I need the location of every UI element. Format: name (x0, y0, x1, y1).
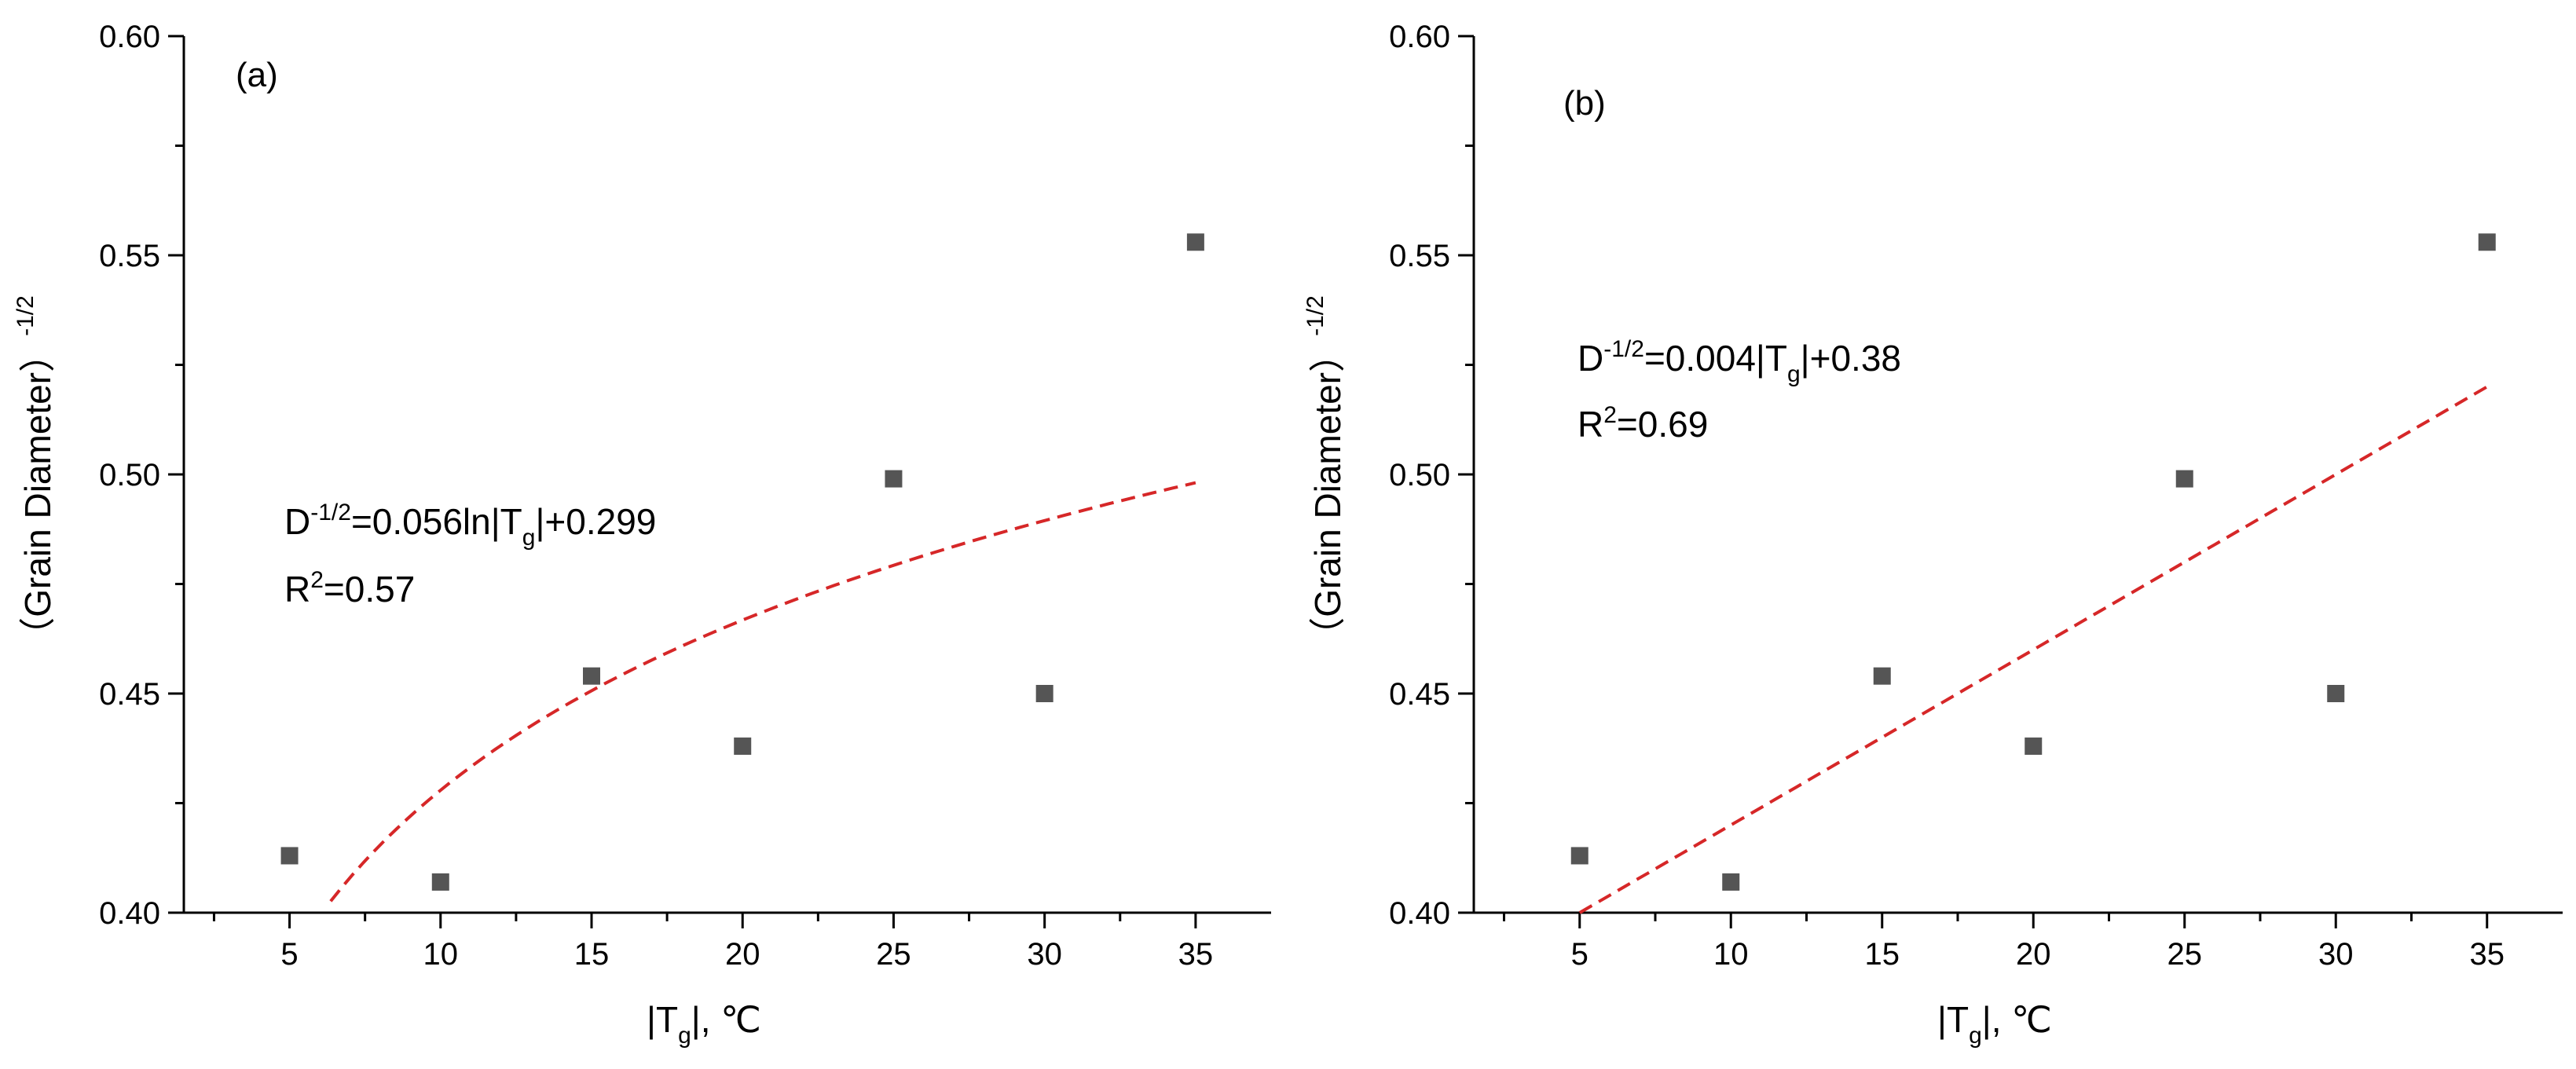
x-axis-title: |Tg|, ℃ (1937, 999, 2052, 1049)
y-tick-label: 0.60 (99, 20, 160, 54)
x-tick-label: 30 (2318, 937, 2354, 972)
y-tick-label: 0.55 (1389, 239, 1450, 273)
y-tick-label: 0.55 (99, 239, 160, 273)
data-point (885, 470, 903, 488)
x-tick-label: 20 (2016, 937, 2051, 972)
y-tick-label: 0.50 (99, 458, 160, 492)
x-tick-label: 5 (1571, 937, 1588, 972)
y-axis-title: （Grain Diameter）-1/2 (1303, 295, 1348, 653)
data-point (1873, 667, 1891, 685)
data-point (1186, 233, 1204, 251)
x-tick-label: 15 (574, 937, 610, 972)
y-tick-label: 0.50 (1389, 458, 1450, 492)
fit-line (329, 481, 1196, 902)
y-tick-label: 0.45 (1389, 677, 1450, 712)
data-point (1570, 847, 1588, 865)
panel-a: 0.40 0.45 0.50 0.55 0.60 5 10 15 20 25 30 35 (a) D-1/… (13, 20, 1271, 1049)
x-tick-label: 20 (725, 937, 760, 972)
x-tick-label: 25 (2167, 937, 2203, 972)
data-point (583, 667, 600, 685)
x-tick-label: 10 (1713, 937, 1749, 972)
panel-label: (a) (236, 56, 278, 94)
data-point (2327, 685, 2345, 702)
r-squared: R2=0.69 (1577, 402, 1708, 445)
fit-line (1578, 385, 2488, 914)
data-point (2025, 737, 2043, 755)
data-point (1722, 873, 1740, 891)
x-tick-label: 10 (423, 937, 459, 972)
fit-equation: D-1/2=0.056ln|Tg|+0.299 (284, 500, 656, 551)
x-tick-label: 35 (1178, 937, 1214, 972)
data-point (2175, 470, 2193, 488)
y-tick-label: 0.45 (99, 677, 160, 712)
x-tick-label: 35 (2470, 937, 2505, 972)
data-point (734, 737, 752, 755)
data-point (280, 847, 299, 865)
data-point (2478, 233, 2496, 251)
fit-equation: D-1/2=0.004|Tg|+0.38 (1577, 336, 1901, 387)
x-tick-label: 30 (1027, 937, 1062, 972)
x-axis-title: |Tg|, ℃ (647, 999, 761, 1049)
y-tick-label: 0.40 (1389, 896, 1450, 931)
x-tick-label: 5 (280, 937, 298, 972)
y-tick-label: 0.40 (99, 896, 160, 931)
data-point (1035, 685, 1053, 702)
y-tick-label: 0.60 (1389, 20, 1450, 54)
data-point (431, 873, 449, 891)
panel-label: (b) (1563, 84, 1606, 123)
x-tick-label: 15 (1865, 937, 1900, 972)
panel-b: 0.40 0.45 0.50 0.55 0.60 5 10 15 20 25 30 35 (b) D-1/… (1303, 20, 2563, 1049)
x-tick-label: 25 (876, 937, 911, 972)
y-axis-title: （Grain Diameter）-1/2 (13, 295, 58, 653)
r-squared: R2=0.57 (284, 567, 415, 610)
